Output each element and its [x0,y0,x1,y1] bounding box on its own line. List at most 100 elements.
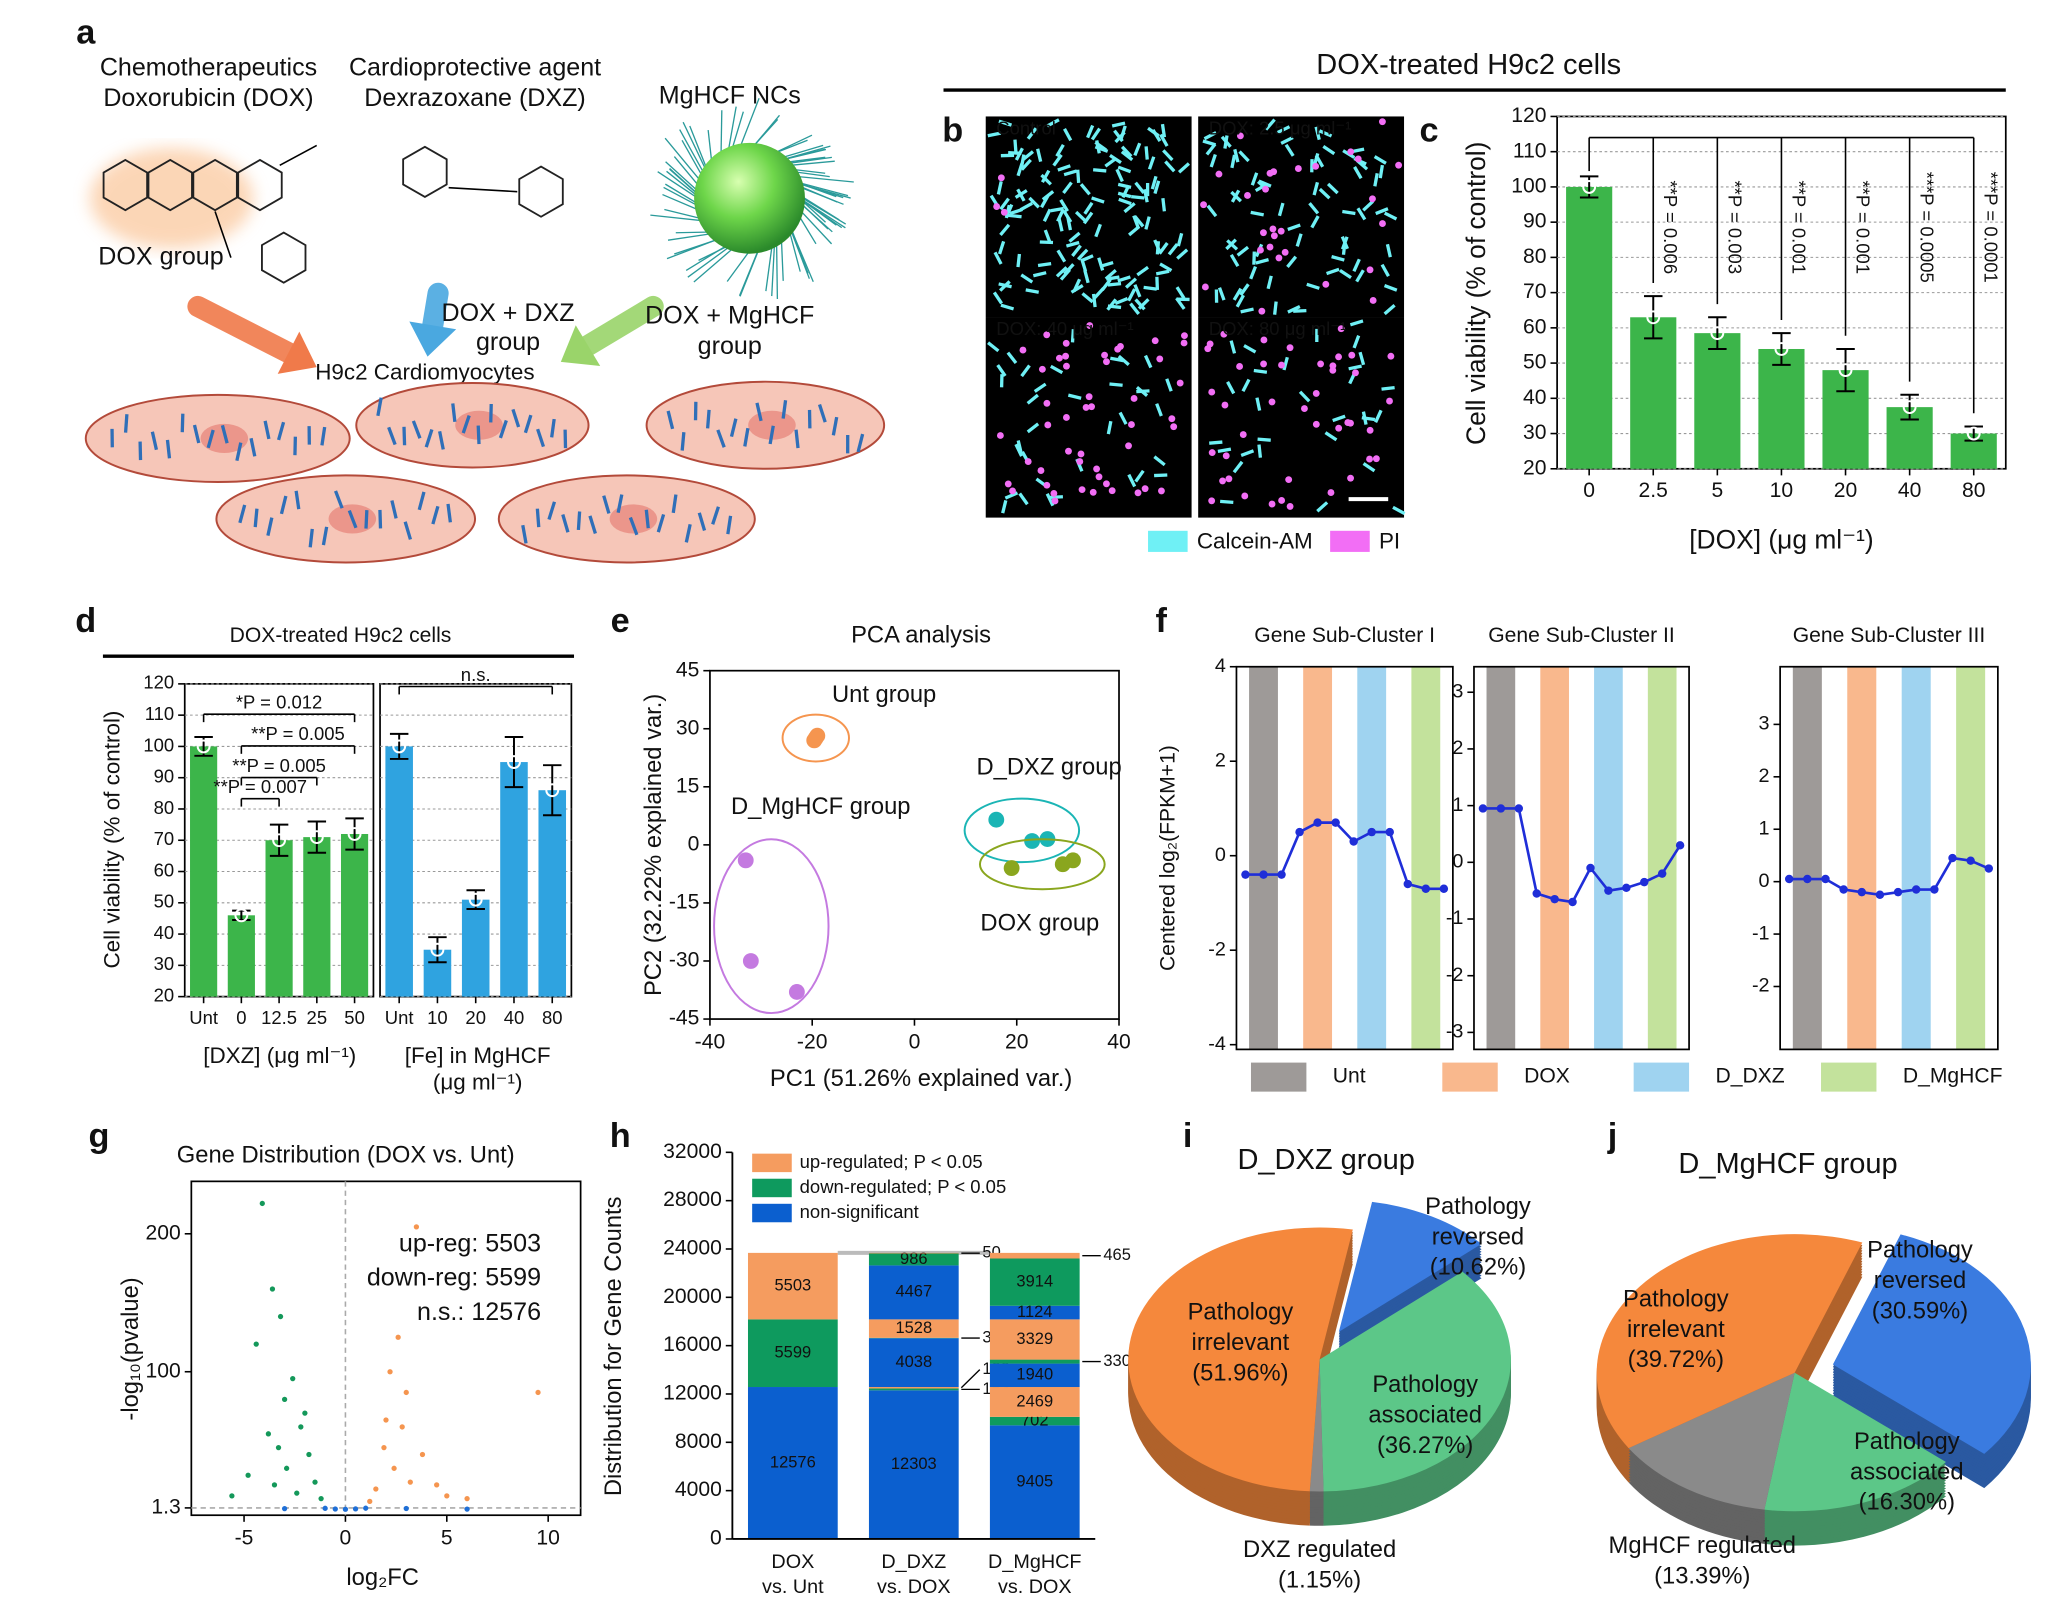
significance-label: **P = 0.006 [1660,180,1681,274]
live-cell [1026,422,1040,434]
micrograph-caption: DOX: 40 μg ml⁻¹ [996,318,1133,339]
y-tick-label: 2 [1759,765,1770,787]
dead-cell [1095,473,1103,481]
mitochondria [390,500,398,519]
live-cell [1203,131,1217,141]
live-cell [1392,505,1406,516]
live-cell [1362,462,1376,473]
group-label: group [476,328,540,356]
significance-label: *P = 0.012 [236,692,322,713]
live-cell [1059,198,1069,212]
slice-value-label: (36.27%) [1377,1432,1473,1459]
x-tick-label: 10 [1770,479,1793,502]
live-cell [1063,128,1073,142]
live-cell [1133,142,1142,157]
value-label: 465 [1103,1246,1131,1264]
live-cell [1113,129,1124,143]
dead-cell [1208,388,1216,396]
slice-value-label: (51.96%) [1192,1359,1288,1386]
point [1403,879,1413,889]
data-point [272,833,287,848]
nanocrystal-fiber [664,137,703,183]
live-cell [1079,183,1091,196]
mitochondria [279,495,288,515]
data-point [468,892,483,907]
series-label: DOX group [980,909,1099,936]
live-cell [1072,278,1082,292]
slice-label: associated [1368,1402,1482,1429]
y-axis-title: Centered log₂(FPKM+1) [1157,745,1180,971]
bar-segment [747,1387,838,1539]
dead-cell [1387,352,1395,360]
legend-label: down-regulated; P < 0.05 [800,1176,1007,1197]
nanocrystal-fiber [780,237,784,281]
nanocrystal-fiber [794,175,854,183]
live-cell [1257,437,1271,442]
x-tick-label: -20 [797,1030,828,1053]
dead-cell [1294,165,1302,172]
live-cell [1361,411,1368,425]
legend-label: up-regulated; P < 0.05 [800,1151,983,1172]
group-ellipse [713,838,830,1015]
live-cell [1042,208,1052,222]
y-tick-label: 50 [1523,351,1546,374]
dead-cell [1170,423,1178,431]
live-cell [987,341,1000,353]
mitochondria [220,424,229,444]
mitochondria [424,429,434,448]
subplot-title: Gene Sub-Cluster I [1254,624,1435,647]
point [403,1505,409,1512]
mitochondria [684,523,692,543]
x-tick-label: 5 [441,1527,453,1550]
mitochondria [711,506,720,525]
point [391,1465,397,1471]
annotation: n.s.: 12576 [417,1298,541,1326]
dead-cell [1317,360,1325,368]
dead-cell [1141,485,1149,493]
point [413,1224,420,1230]
dead-cell [1281,248,1289,256]
chart-title: DOX-treated H9c2 cells [230,624,452,647]
point [788,984,805,1000]
dead-cell [1103,358,1110,366]
molecule-ring [192,158,238,212]
live-cell [1066,216,1073,231]
live-cell [1049,364,1064,375]
value-label: 986 [900,1250,928,1268]
y-tick-label: 100 [146,1359,181,1382]
mitochondria [476,425,481,445]
live-cell [1013,139,1018,153]
dead-cell [1151,337,1159,345]
data-point [507,755,521,769]
panel-letter: d [75,602,96,640]
dead-cell [1335,353,1342,361]
y-tick-label: 45 [676,658,699,681]
annotation: down-reg: 5599 [367,1264,541,1292]
dead-cell [1275,254,1283,262]
x-tick-label: 5 [1711,479,1723,502]
arrow-head [409,321,457,357]
y-axis-title: -log₁₀(pvalue) [117,1277,144,1420]
live-cell [1040,195,1050,209]
live-cell [1326,267,1340,276]
y-tick-label: 20 [154,984,175,1005]
panel-letter: h [610,1117,631,1155]
group-band [1357,666,1387,1050]
x-axis-title: (μg ml⁻¹) [433,1070,523,1095]
bar-segment [868,1387,959,1389]
live-cell [1217,447,1232,453]
point [229,1493,235,1499]
live-cell [1383,283,1398,292]
data-point [234,908,249,923]
y-tick-label: 110 [145,703,174,724]
live-cell [1229,340,1237,354]
dead-cell [1168,415,1176,423]
y-tick-label: 1 [1452,794,1463,816]
mitochondria [417,491,426,511]
slice-label: DXZ regulated [1243,1536,1396,1563]
point [275,1444,282,1451]
live-cell [1109,382,1123,387]
live-cell [1144,146,1149,160]
y-tick-label: 0 [1759,870,1770,892]
